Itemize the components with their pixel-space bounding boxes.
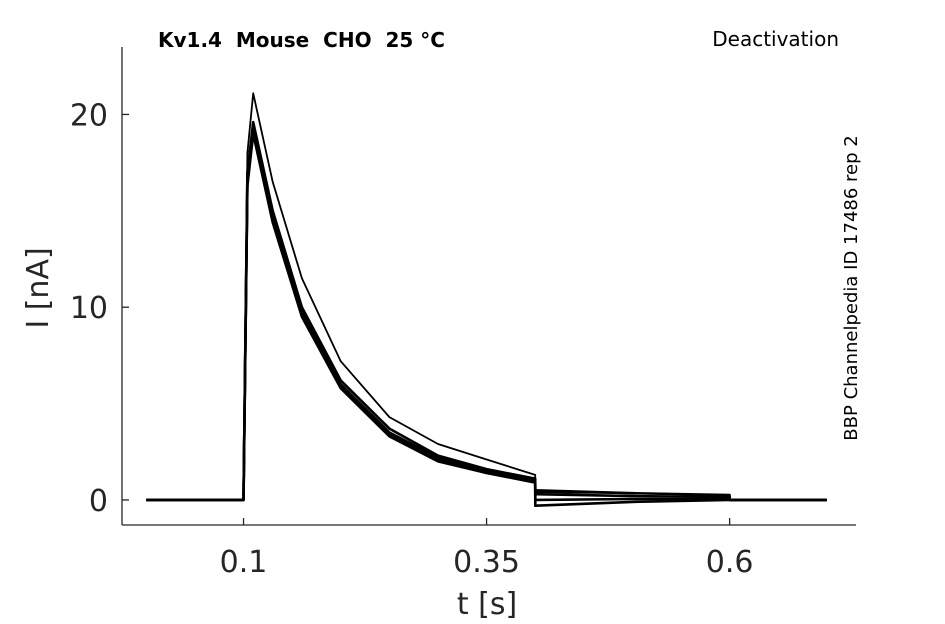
chart-title: Kv1.4 Mouse CHO 25 °C <box>158 28 445 52</box>
protocol-label: Deactivation <box>712 27 839 51</box>
x-ticks: 0.1 0.35 0.6 <box>220 518 754 580</box>
current-trace <box>146 132 827 508</box>
x-axis-label: t [s] <box>457 587 517 622</box>
current-traces <box>146 92 827 508</box>
y-tick-label: 10 <box>70 291 108 326</box>
y-axis-label: I [nA] <box>21 247 56 328</box>
x-tick-label: 0.6 <box>706 545 754 580</box>
y-ticks: 0 10 20 <box>70 98 129 519</box>
y-tick-label: 20 <box>70 98 108 133</box>
x-tick-label: 0.1 <box>220 545 268 580</box>
y-tick-label: 0 <box>89 484 108 519</box>
x-tick-label: 0.35 <box>453 545 520 580</box>
recording-id-label: BBP Channelpedia ID 17486 rep 2 <box>841 135 862 440</box>
